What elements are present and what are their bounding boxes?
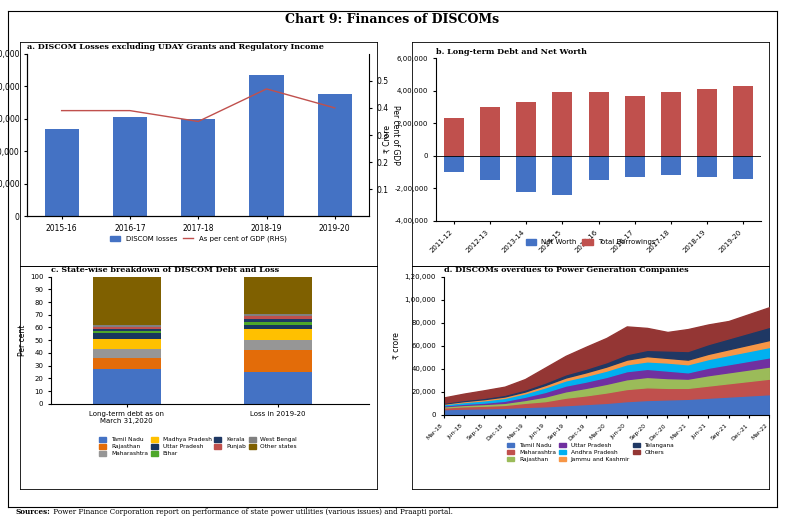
Bar — [244, 313, 312, 316]
Legend: Net Worth, Total Borrowings: Net Worth, Total Borrowings — [525, 239, 656, 245]
Text: d. DISCOMs overdues to Power Generation Companies: d. DISCOMs overdues to Power Generation … — [444, 267, 688, 275]
Bar — [517, 102, 536, 156]
Legend: Tamil Nadu, Rajasthan, Maharashtra, Madhya Pradesh, Uttar Pradesh, Bihar, Kerala: Tamil Nadu, Rajasthan, Maharashtra, Madh… — [99, 437, 298, 457]
Bar — [661, 156, 681, 175]
Bar — [244, 316, 312, 319]
Bar — [244, 350, 312, 372]
Text: Power Finance Corporation report on performance of state power utilities (variou: Power Finance Corporation report on perf… — [51, 508, 453, 516]
Y-axis label: Per cent of GDP: Per cent of GDP — [391, 105, 400, 165]
Bar — [318, 95, 352, 217]
Bar — [733, 156, 754, 178]
Bar — [589, 156, 608, 180]
Bar — [444, 118, 464, 156]
Bar — [244, 277, 312, 313]
Bar — [250, 75, 283, 217]
Legend: Tamil Nadu, Maharashtra, Rajasthan, Uttar Pradesh, Andhra Pradesh, Jammu and Kas: Tamil Nadu, Maharashtra, Rajasthan, Utta… — [507, 443, 674, 462]
Bar — [93, 358, 161, 370]
Text: b. Long-term Debt and Net Worth: b. Long-term Debt and Net Worth — [436, 48, 586, 56]
Bar — [244, 372, 312, 404]
Bar — [697, 89, 717, 156]
Text: a. DISCOM Losses excluding UDAY Grants and Regulatory Income: a. DISCOM Losses excluding UDAY Grants a… — [27, 44, 324, 52]
Bar — [93, 328, 161, 329]
Bar — [93, 329, 161, 331]
Bar — [444, 156, 464, 172]
Bar — [553, 156, 572, 195]
Bar — [480, 107, 500, 156]
Legend: DISCOM losses, As per cent of GDP (RHS): DISCOM losses, As per cent of GDP (RHS) — [110, 236, 287, 242]
Bar — [661, 92, 681, 156]
Bar — [697, 156, 717, 177]
Bar — [480, 156, 500, 180]
Bar — [244, 325, 312, 329]
Y-axis label: Per cent: Per cent — [18, 324, 27, 356]
Bar — [244, 329, 312, 340]
Y-axis label: ₹ crore: ₹ crore — [392, 332, 402, 359]
Bar — [553, 92, 572, 156]
Bar — [93, 349, 161, 358]
Bar — [244, 340, 312, 350]
Text: c. State-wise breakdown of DISCOM Debt and Loss: c. State-wise breakdown of DISCOM Debt a… — [51, 267, 279, 275]
Text: Chart 9: Finances of DISCOMs: Chart 9: Finances of DISCOMs — [286, 13, 499, 26]
Y-axis label: ₹ Crore: ₹ Crore — [382, 125, 392, 153]
Bar — [733, 86, 754, 156]
Bar — [45, 129, 78, 217]
Bar — [93, 370, 161, 404]
Bar — [625, 156, 644, 177]
Bar — [93, 325, 161, 328]
Bar — [517, 156, 536, 192]
Bar — [625, 96, 644, 156]
Bar — [93, 331, 161, 332]
Bar — [93, 277, 161, 325]
Bar — [244, 322, 312, 325]
Bar — [181, 119, 215, 217]
Text: Sources:: Sources: — [16, 508, 50, 516]
Bar — [93, 332, 161, 339]
Bar — [244, 319, 312, 322]
Bar — [589, 92, 608, 156]
Bar — [113, 117, 147, 217]
Bar — [93, 339, 161, 349]
